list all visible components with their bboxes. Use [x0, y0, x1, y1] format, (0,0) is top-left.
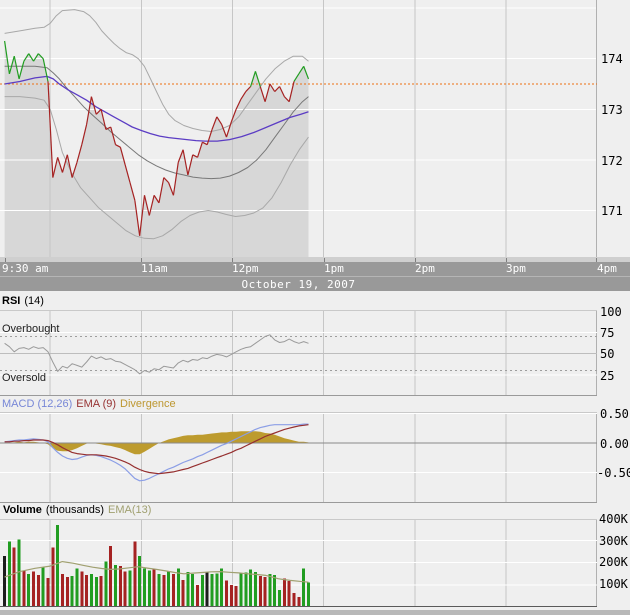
price-chart-plot — [0, 0, 597, 257]
macd-plot — [0, 412, 597, 503]
time-axis-bar: 9:30 am 11am 12pm 1pm 2pm 3pm 4pm Octobe… — [0, 257, 630, 291]
time-tick-label: 4pm — [597, 262, 617, 275]
rsi-axis-label: 75 — [600, 326, 615, 340]
time-tick-label: 3pm — [506, 262, 526, 275]
rsi-axis-label: 50 — [600, 347, 615, 361]
time-tick-mark — [324, 258, 325, 262]
rsi-title-sub: (14) — [24, 295, 44, 307]
price-axis-label: 171 — [601, 204, 623, 218]
time-tick-mark — [415, 258, 416, 262]
overbought-label: Overbought — [2, 323, 60, 335]
time-tick-mark — [5, 258, 6, 262]
time-tick-label: 1pm — [324, 262, 344, 275]
volume-axis-label: 100K — [599, 577, 628, 591]
macd-axis-label: 0.50 — [600, 407, 629, 421]
time-tick-mark — [596, 258, 597, 262]
time-tick-strip — [0, 257, 630, 262]
time-tick-label: 9:30 am — [2, 262, 49, 275]
price-axis-label: 173 — [601, 103, 623, 117]
macd-axis-label: 0.00 — [600, 437, 629, 451]
price-axis-label: 172 — [601, 154, 623, 168]
time-tick-mark — [232, 258, 233, 262]
macd-axis-label: -0.50 — [597, 466, 630, 480]
price-axis-label: 174 — [601, 52, 623, 66]
volume-axis-label: 400K — [599, 512, 628, 526]
macd-legend-signal: EMA (9) — [76, 398, 117, 410]
time-tick-mark — [506, 258, 507, 262]
oversold-label: Oversold — [2, 372, 47, 384]
rsi-plot — [0, 310, 597, 396]
macd-legend-line: MACD (12,26) — [2, 398, 73, 410]
volume-axis-label: 300K — [599, 534, 628, 548]
date-row: October 19, 2007 — [0, 276, 630, 291]
macd-legend: MACD (12,26) EMA (9) Divergence — [2, 398, 176, 410]
time-tick-mark — [141, 258, 142, 262]
volume-title-main: Volume — [3, 504, 42, 516]
rsi-title: RSI (14) — [2, 295, 44, 307]
time-tick-label: 12pm — [232, 262, 259, 275]
time-label-row: 9:30 am 11am 12pm 1pm 2pm 3pm 4pm — [0, 262, 630, 276]
rsi-axis-label: 25 — [600, 369, 615, 383]
time-tick-label: 11am — [141, 262, 168, 275]
date-label: October 19, 2007 — [241, 278, 356, 291]
time-tick-label: 2pm — [415, 262, 435, 275]
macd-legend-divergence: Divergence — [120, 398, 176, 410]
volume-title-sub: (thousands) — [45, 504, 105, 516]
volume-title: Volume (thousands) EMA(13) — [3, 504, 151, 516]
volume-axis-label: 200K — [599, 555, 628, 569]
volume-plot — [0, 519, 597, 607]
volume-title-ema: EMA(13) — [108, 504, 152, 516]
rsi-axis-label: 100 — [600, 305, 622, 319]
bottom-axis-strip — [0, 610, 630, 615]
rsi-title-main: RSI — [2, 295, 21, 307]
